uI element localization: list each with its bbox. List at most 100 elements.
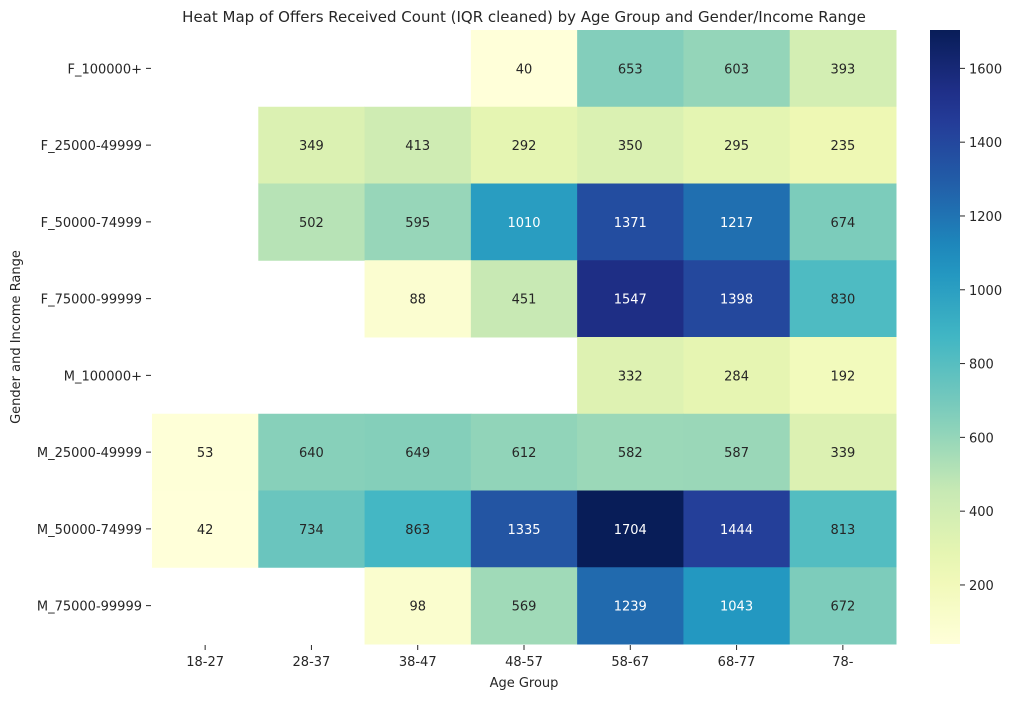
heatmap-cell	[577, 30, 684, 108]
heatmap-cell	[789, 567, 897, 645]
cell-value-label: 672	[830, 600, 855, 615]
heatmap-cell	[470, 567, 578, 645]
heatmap-cell	[364, 183, 472, 261]
cell-value-label: 587	[724, 446, 749, 461]
cell-value-label: 1010	[507, 216, 540, 231]
colorbar-tick-label: 1000	[969, 284, 1002, 299]
y-tick-label: F_75000-99999	[41, 293, 142, 308]
colorbar: 200 400 600 800 1000 1200 1400 1600	[930, 30, 1002, 644]
cell-value-label: 284	[724, 369, 749, 384]
heatmap-cell	[152, 490, 259, 568]
heatmap-cell	[258, 490, 366, 568]
colorbar-tick-label: 400	[969, 505, 994, 520]
heatmap-cell	[258, 413, 366, 491]
y-axis-ticks: F_100000+ F_25000-49999 F_50000-74999 F_750…	[37, 62, 151, 615]
colorbar-tick-label: 600	[969, 431, 994, 446]
heatmap-cell	[577, 413, 684, 491]
cell-value-label: 595	[405, 216, 430, 231]
cell-value-label: 451	[512, 293, 537, 308]
colorbar-tick-label: 200	[969, 579, 994, 594]
heatmap-cell	[577, 260, 684, 338]
heatmap-cell	[789, 183, 897, 261]
heatmap-cell	[152, 413, 259, 491]
cell-value-label: 88	[409, 293, 426, 308]
x-tick-label: 68-77	[718, 655, 756, 670]
heatmap-cell	[789, 30, 897, 108]
cell-value-label: 98	[409, 600, 426, 615]
cell-value-label: 349	[299, 139, 324, 154]
cell-value-label: 734	[299, 523, 324, 538]
heatmap-cell	[577, 490, 684, 568]
colorbar-tick-label: 800	[969, 358, 994, 373]
heatmap-cell	[683, 337, 791, 415]
heatmap-cell	[470, 413, 578, 491]
cell-value-label: 1217	[720, 216, 753, 231]
heatmap-cell	[577, 337, 684, 415]
x-tick-label: 38-47	[399, 655, 437, 670]
heatmap-cell	[683, 490, 791, 568]
heatmap-cell	[470, 106, 578, 184]
cell-value-label: 1239	[614, 600, 647, 615]
cell-value-label: 295	[724, 139, 749, 154]
cell-value-label: 40	[516, 62, 533, 77]
heatmap-cells: 40 653 603 393 349 413 292 350 295 235 502 595 1010 1…	[152, 30, 897, 645]
x-tick-label: 78-	[832, 655, 854, 670]
cell-value-label: 813	[830, 523, 855, 538]
y-tick-label: F_25000-49999	[41, 139, 142, 154]
cell-value-label: 292	[512, 139, 537, 154]
cell-value-label: 502	[299, 216, 324, 231]
heatmap-cell	[789, 413, 897, 491]
y-axis-label: Gender and Income Range	[9, 250, 24, 424]
cell-value-label: 582	[618, 446, 643, 461]
cell-value-label: 830	[830, 293, 855, 308]
cell-value-label: 1335	[507, 523, 540, 538]
y-tick-label: M_75000-99999	[37, 600, 142, 615]
cell-value-label: 1444	[720, 523, 753, 538]
colorbar-tick-label: 1600	[969, 62, 1002, 77]
cell-value-label: 612	[512, 446, 537, 461]
heatmap-cell	[789, 260, 897, 338]
cell-value-label: 235	[830, 139, 855, 154]
heatmap-cell	[258, 183, 366, 261]
heatmap-cell	[470, 260, 578, 338]
heatmap-cell	[683, 260, 791, 338]
cell-value-label: 1398	[720, 293, 753, 308]
x-tick-label: 58-67	[611, 655, 649, 670]
heatmap-cell	[577, 567, 684, 645]
colorbar-tick-label: 1400	[969, 136, 1002, 151]
colorbar-gradient	[930, 30, 960, 644]
cell-value-label: 393	[830, 62, 855, 77]
cell-value-label: 1704	[614, 523, 647, 538]
heatmap-cell	[364, 567, 472, 645]
heatmap-cell	[683, 413, 791, 491]
heatmap-cell	[470, 30, 578, 108]
y-tick-label: M_25000-49999	[37, 446, 142, 461]
x-axis-ticks: 18-27 28-37 38-47 48-57 58-67 68-77 78-	[186, 645, 854, 670]
x-tick-label: 48-57	[505, 655, 543, 670]
cell-value-label: 339	[830, 446, 855, 461]
heatmap-cell	[577, 106, 684, 184]
cell-value-label: 674	[830, 216, 855, 231]
heatmap-cell	[470, 183, 578, 261]
cell-value-label: 350	[618, 139, 643, 154]
y-tick-label: F_50000-74999	[41, 216, 142, 231]
cell-value-label: 1371	[614, 216, 647, 231]
chart-title: Heat Map of Offers Received Count (IQR c…	[182, 8, 866, 26]
cell-value-label: 1547	[614, 293, 647, 308]
cell-value-label: 603	[724, 62, 749, 77]
cell-value-label: 42	[197, 523, 214, 538]
heatmap-cell	[789, 106, 897, 184]
cell-value-label: 1043	[720, 600, 753, 615]
x-tick-label: 18-27	[186, 655, 224, 670]
cell-value-label: 192	[830, 369, 855, 384]
cell-value-label: 413	[405, 139, 430, 154]
heatmap-cell	[683, 567, 791, 645]
heatmap-cell	[789, 490, 897, 568]
y-tick-label: F_100000+	[68, 62, 143, 77]
cell-value-label: 569	[512, 600, 537, 615]
cell-value-label: 53	[197, 446, 214, 461]
heatmap-cell	[577, 183, 684, 261]
heatmap-cell	[789, 337, 897, 415]
heatmap-cell	[683, 106, 791, 184]
